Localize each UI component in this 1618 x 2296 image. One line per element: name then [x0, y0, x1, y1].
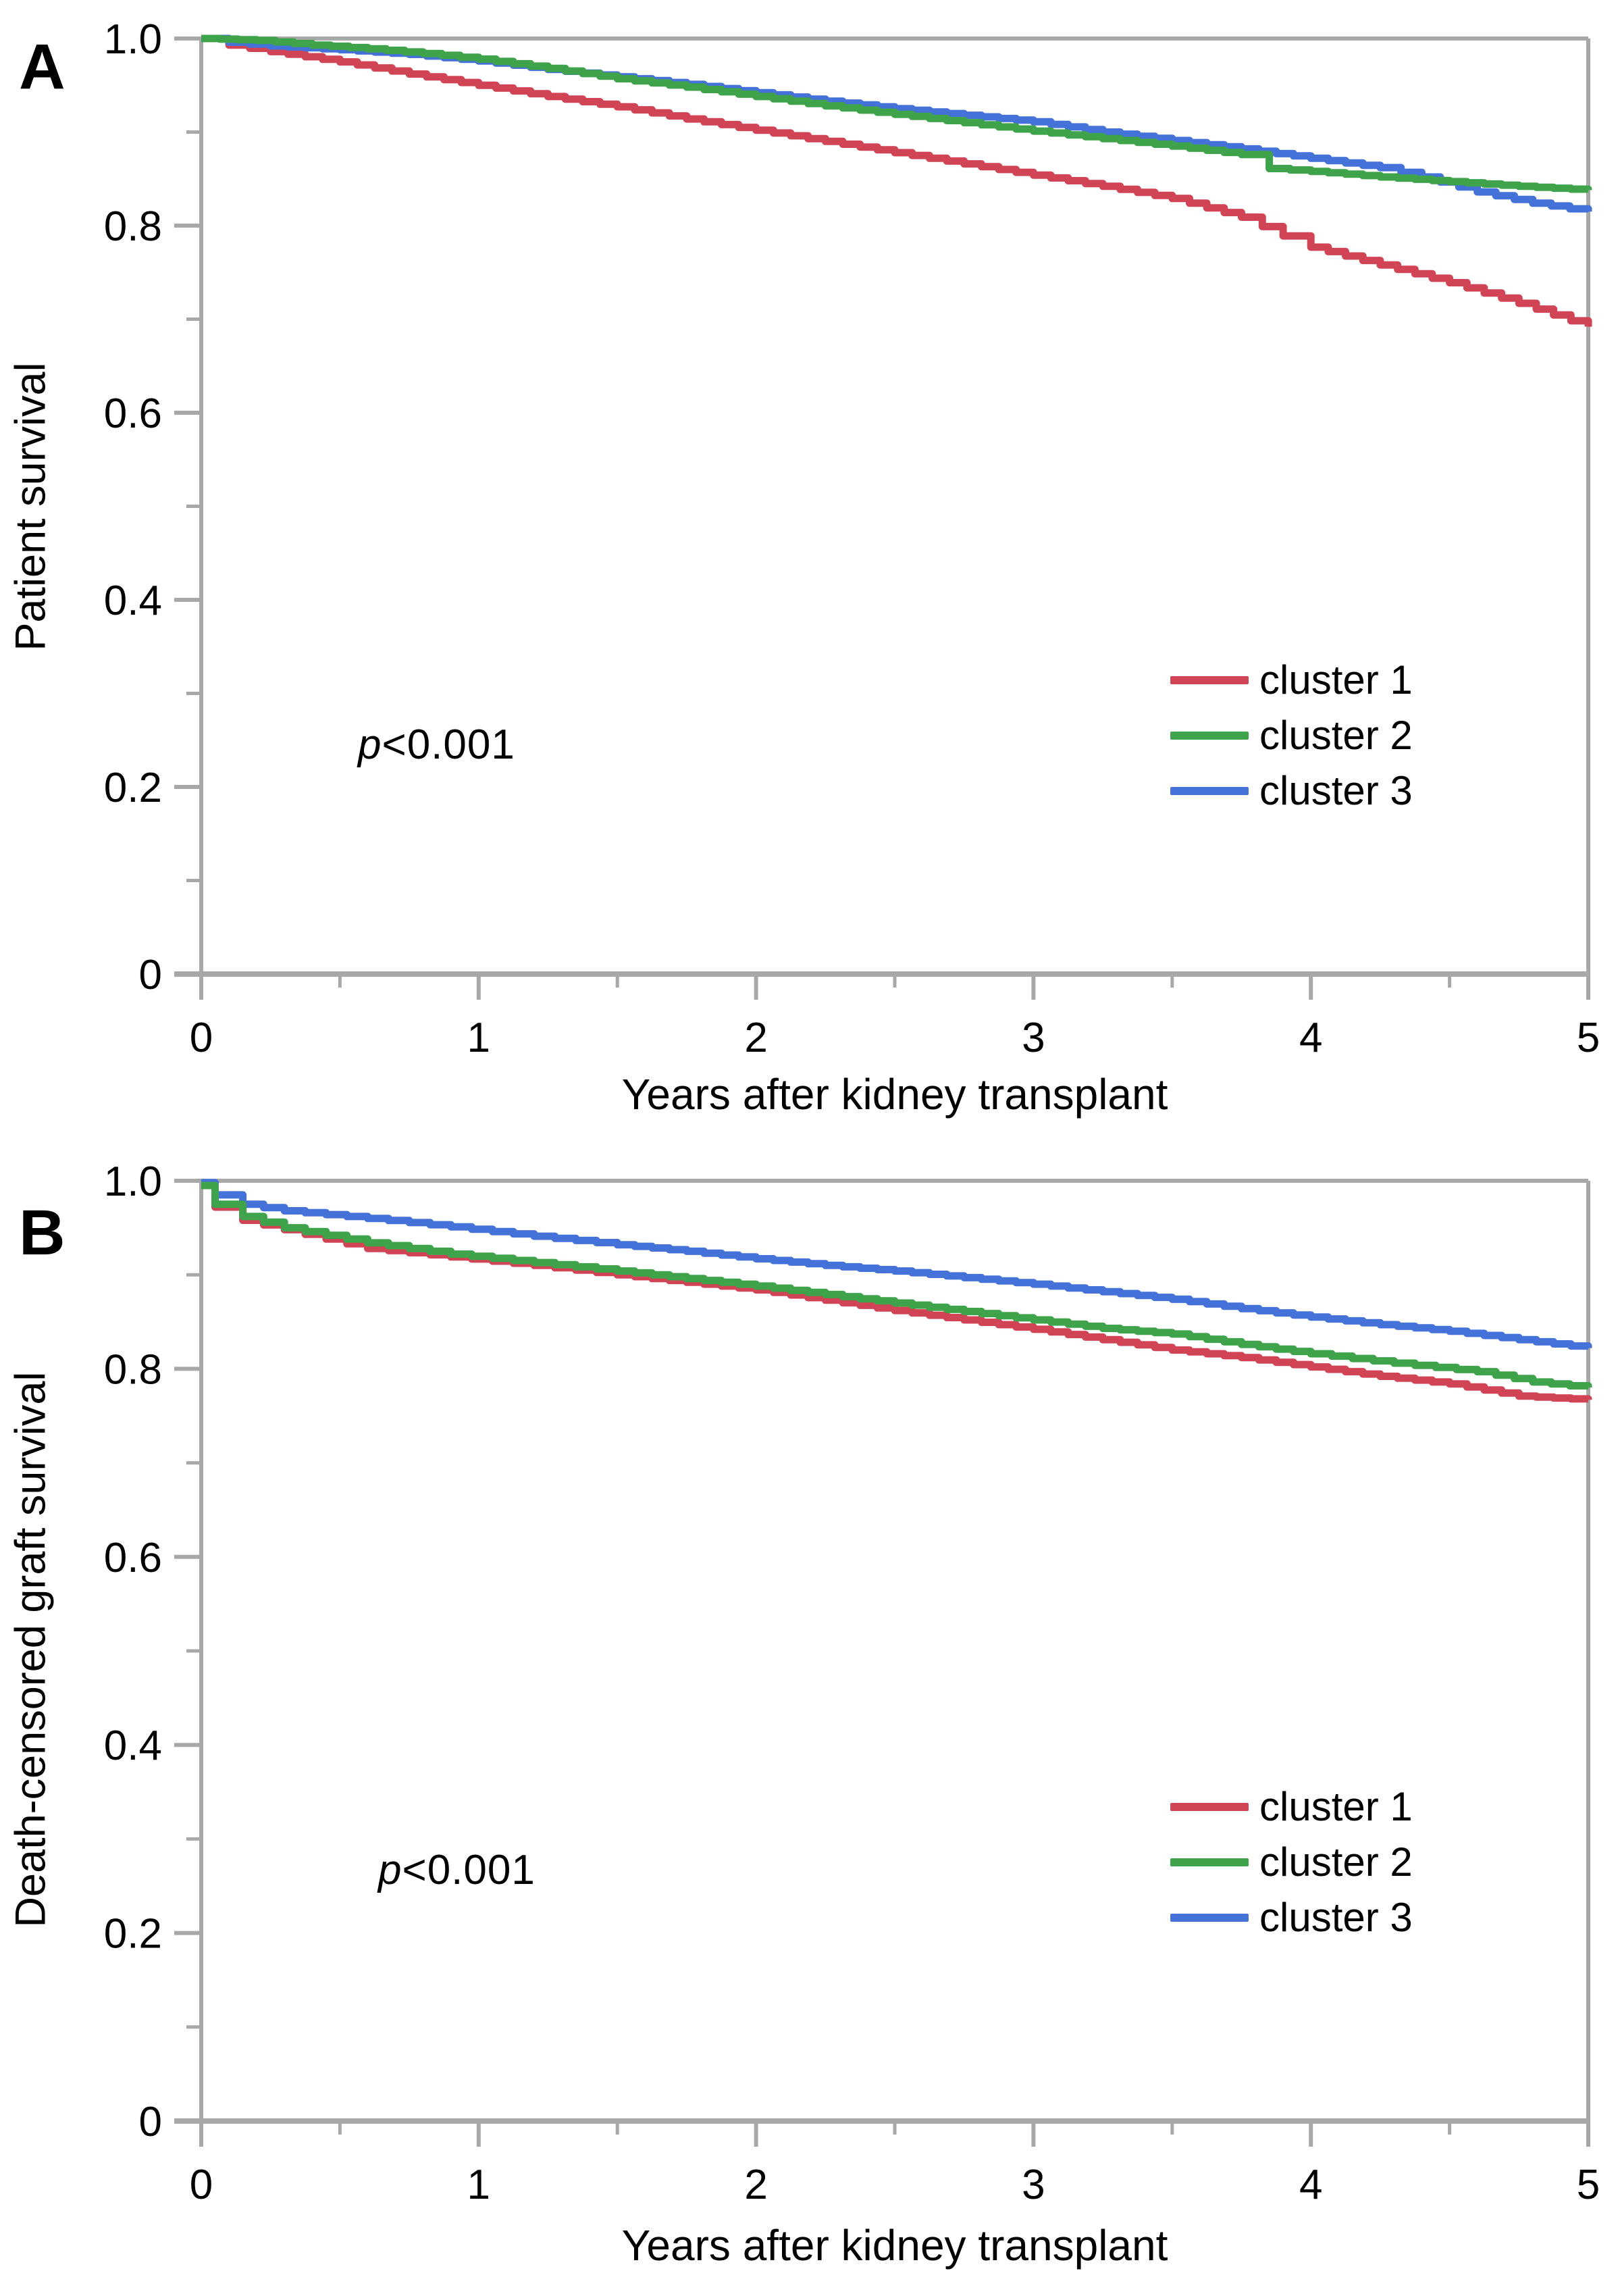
svg-text:5: 5 — [1577, 1015, 1600, 1061]
svg-text:0.8: 0.8 — [104, 1346, 162, 1393]
legend-label: cluster 1 — [1259, 657, 1413, 703]
legend-label: cluster 1 — [1259, 1784, 1413, 1829]
p-symbol: p — [358, 721, 382, 768]
legend-item-cluster-1: cluster 1 — [1170, 653, 1413, 708]
svg-text:0: 0 — [139, 2099, 162, 2145]
svg-text:0.6: 0.6 — [104, 390, 162, 437]
panel-a-letter: A — [19, 31, 66, 103]
svg-text:2: 2 — [744, 2162, 767, 2208]
svg-text:5: 5 — [1577, 2162, 1600, 2208]
svg-text:2: 2 — [744, 1015, 767, 1061]
legend-line-cluster-3 — [1170, 787, 1249, 795]
panel-a: 1.0 0.8 0.6 0.4 0.2 0 0 1 2 3 4 5 A Patient surviva… — [7, 16, 1600, 1119]
panel-b-letter: B — [19, 1197, 66, 1269]
legend-item-cluster-2: cluster 2 — [1170, 708, 1413, 763]
x-axis-title: Years after kidney transplant — [621, 2221, 1168, 2270]
p-threshold: <0.001 — [382, 721, 515, 768]
legend-item-cluster-3: cluster 3 — [1170, 1890, 1413, 1945]
legend-line-cluster-2 — [1170, 1858, 1249, 1866]
p-value-annotation: p<0.001 — [358, 724, 515, 766]
p-symbol: p — [378, 1847, 402, 1893]
panel-b: 1.0 0.8 0.6 0.4 0.2 0 0 1 2 3 4 5 B Death-censored … — [0, 1148, 1618, 2296]
svg-text:0.6: 0.6 — [104, 1535, 162, 1581]
svg-text:0: 0 — [139, 952, 162, 998]
km-chart-graft-survival: 1.0 0.8 0.6 0.4 0.2 00 1 2 3 4 5 — [104, 1158, 1600, 2208]
svg-text:1.0: 1.0 — [104, 1158, 162, 1205]
svg-text:0.8: 0.8 — [104, 203, 162, 250]
legend-label: cluster 3 — [1259, 768, 1413, 813]
legend: cluster 1 cluster 2 cluster 3 — [1170, 653, 1413, 819]
y-axis-title-graft-survival: Death-censored graft survival — [7, 1371, 55, 1928]
legend-label: cluster 3 — [1259, 1895, 1413, 1940]
svg-text:0: 0 — [190, 2162, 213, 2208]
legend-item-cluster-2: cluster 2 — [1170, 1835, 1413, 1890]
legend-line-cluster-3 — [1170, 1914, 1249, 1922]
svg-text:0.2: 0.2 — [104, 1911, 162, 1958]
legend-item-cluster-1: cluster 1 — [1170, 1779, 1413, 1835]
svg-text:0.2: 0.2 — [104, 765, 162, 811]
svg-text:1.0: 1.0 — [104, 16, 162, 63]
x-axis-title: Years after kidney transplant — [621, 1070, 1168, 1119]
legend-item-cluster-3: cluster 3 — [1170, 763, 1413, 819]
legend-line-cluster-1 — [1170, 1803, 1249, 1811]
svg-text:0.4: 0.4 — [104, 1723, 162, 1769]
legend: cluster 1 cluster 2 cluster 3 — [1170, 1779, 1413, 1945]
svg-text:3: 3 — [1022, 2162, 1045, 2208]
svg-text:0: 0 — [190, 1015, 213, 1061]
svg-text:4: 4 — [1299, 1015, 1322, 1061]
svg-text:0.4: 0.4 — [104, 578, 162, 624]
legend-line-cluster-1 — [1170, 676, 1249, 684]
legend-line-cluster-2 — [1170, 732, 1249, 740]
y-axis-title-patient-survival: Patient survival — [7, 362, 55, 651]
legend-label: cluster 2 — [1259, 713, 1413, 758]
p-value-annotation: p<0.001 — [378, 1849, 536, 1891]
km-chart-patient-survival: 1.0 0.8 0.6 0.4 0.2 00 1 2 3 4 5 — [104, 16, 1600, 1061]
svg-text:1: 1 — [467, 1015, 490, 1061]
svg-text:1: 1 — [467, 2162, 490, 2208]
svg-text:3: 3 — [1022, 1015, 1045, 1061]
p-threshold: <0.001 — [402, 1847, 536, 1893]
legend-label: cluster 2 — [1259, 1839, 1413, 1885]
svg-text:4: 4 — [1299, 2162, 1322, 2208]
